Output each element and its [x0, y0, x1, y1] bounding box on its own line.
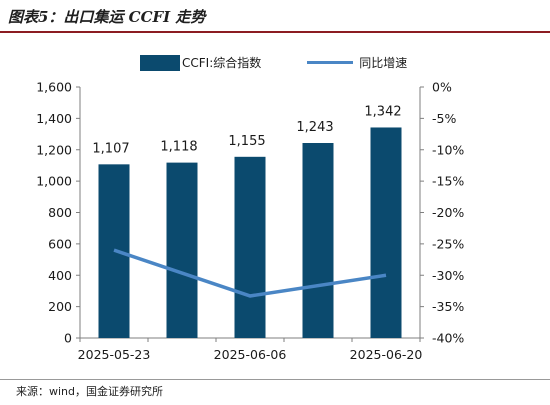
x-tick-label: 2025-06-20 — [350, 347, 423, 362]
y-left-tick-label: 1,600 — [36, 80, 72, 95]
source-divider — [0, 379, 550, 380]
y-left-tick-label: 1,000 — [36, 174, 72, 189]
y-right-tick-label: -30% — [432, 268, 464, 283]
y-right-tick-label: -15% — [432, 174, 464, 189]
bar-value-label: 1,155 — [228, 134, 265, 149]
y-left-tick-label: 1,400 — [36, 111, 72, 126]
bar-value-label: 1,107 — [92, 141, 129, 156]
bar-value-label: 1,342 — [364, 104, 401, 119]
bar — [370, 127, 402, 338]
chart-title: 图表5：出口集运 CCFI 走势 — [8, 8, 206, 26]
y-right-tick-label: -5% — [432, 111, 456, 126]
title-divider — [0, 31, 550, 33]
y-left-tick-label: 1,200 — [36, 142, 72, 157]
source-note: 来源：wind，国金证券研究所 — [16, 385, 164, 398]
legend: CCFI:综合指数 同比增速 — [140, 54, 453, 71]
legend-label-index: CCFI:综合指数 — [182, 56, 262, 70]
y-left-tick-label: 400 — [48, 268, 72, 283]
legend-item-yoy: 同比增速 — [307, 54, 407, 71]
y-right-tick-label: -20% — [432, 205, 464, 220]
y-left-tick-label: 600 — [48, 236, 72, 251]
y-right-tick-label: -25% — [432, 236, 464, 251]
legend-item-index: CCFI:综合指数 — [140, 54, 261, 71]
bar-value-label: 1,118 — [160, 140, 197, 155]
legend-label-yoy: 同比增速 — [359, 56, 408, 70]
bar-value-label: 1,243 — [296, 120, 333, 135]
y-right-tick-label: -40% — [432, 331, 464, 346]
legend-line-swatch — [307, 61, 354, 64]
y-left-tick-label: 200 — [48, 299, 72, 314]
y-left-tick-label: 800 — [48, 205, 72, 220]
legend-bar-swatch — [140, 54, 180, 71]
x-tick-label: 2025-06-06 — [214, 347, 287, 362]
y-left-tick-label: 0 — [64, 331, 72, 346]
y-right-tick-label: -35% — [432, 299, 464, 314]
x-tick-label: 2025-05-23 — [78, 347, 151, 362]
bar — [302, 143, 334, 338]
bar — [234, 156, 266, 338]
y-right-tick-label: -10% — [432, 142, 464, 157]
yoy-line — [113, 248, 387, 298]
bar — [166, 162, 198, 338]
y-right-tick-label: 0% — [432, 80, 452, 95]
